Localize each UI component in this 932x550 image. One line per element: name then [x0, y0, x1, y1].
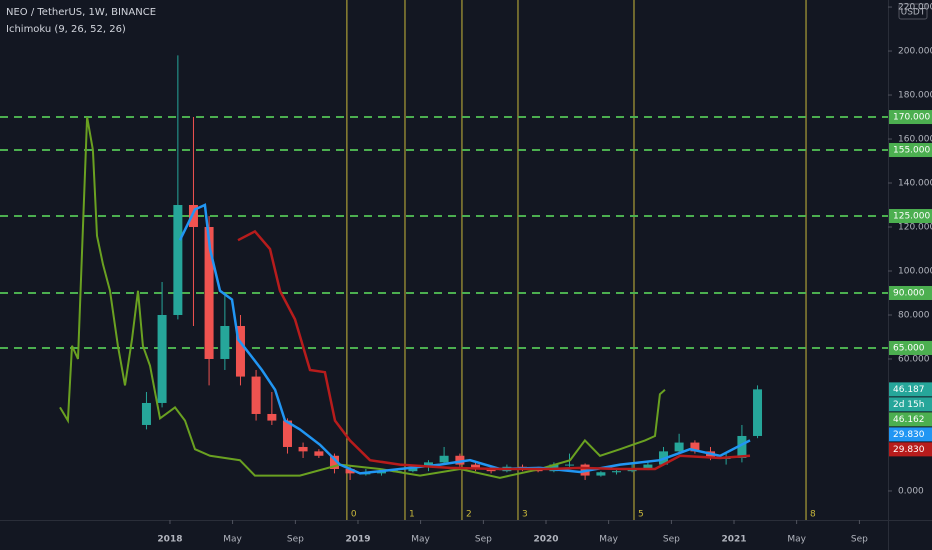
y-tick-label: 60.000	[898, 354, 930, 364]
candle-body	[486, 468, 496, 472]
level-label: 90.000	[893, 288, 925, 298]
level-label: 155.000	[893, 146, 930, 156]
x-tick-label: 2021	[721, 535, 746, 545]
indicator-line	[178, 203, 751, 475]
price-tag	[889, 382, 932, 397]
candle-body	[455, 455, 465, 465]
candle-body	[737, 435, 747, 458]
indicator-line	[237, 229, 751, 471]
x-tick-label: Sep	[287, 535, 304, 545]
chart-title: NEO / TetherUS, 1W, BINANCE	[6, 7, 156, 18]
candle-body	[643, 464, 653, 469]
price-tag-label: 29.830	[893, 430, 925, 440]
time-line-label: 1	[409, 510, 415, 520]
y-tick-label: 180.000	[898, 91, 932, 101]
level-tag	[889, 340, 932, 355]
x-tick-label: 2019	[345, 535, 370, 545]
y-tick-label: 0.000	[898, 486, 924, 496]
candle-body	[329, 455, 339, 469]
x-tick-label: May	[411, 535, 430, 545]
candle-body	[674, 442, 684, 452]
x-tick-label: Sep	[663, 535, 680, 545]
candle-body	[267, 413, 277, 421]
indicator-line	[59, 116, 666, 479]
candle-body	[423, 462, 433, 467]
x-tick-label: Sep	[851, 535, 868, 545]
candle-body	[173, 205, 183, 315]
indicator-label: Ichimoku (9, 26, 52, 26)	[6, 24, 126, 35]
x-tick-label: 2018	[157, 535, 182, 545]
candle-body	[235, 325, 245, 377]
y-tick-label: 200.000	[898, 47, 932, 57]
time-line-label: 5	[638, 510, 644, 520]
y-tick-label: 220.000	[898, 3, 932, 13]
level-tag	[889, 110, 932, 125]
x-tick-label: Sep	[475, 535, 492, 545]
price-tag	[889, 427, 932, 442]
candle-body	[204, 227, 214, 359]
candle-body	[282, 420, 292, 447]
plot-area: 0 1 2 3 5 8	[0, 0, 888, 520]
candle-body	[565, 464, 575, 466]
y-tick-label: 100.000	[898, 266, 932, 276]
price-tag	[889, 412, 932, 427]
x-tick-label: May	[223, 535, 242, 545]
time-line-label: 0	[351, 510, 357, 520]
currency[interactable]: USDT	[901, 8, 926, 18]
level-tag	[889, 285, 932, 300]
candle-body	[314, 451, 324, 456]
time-line-label: 8	[810, 510, 816, 520]
candle-body	[470, 464, 480, 469]
candle-body	[439, 455, 449, 463]
x-tick-label: May	[787, 535, 806, 545]
candle-body	[612, 471, 622, 473]
time-line-label: 2	[466, 510, 472, 520]
level-label: 125.000	[893, 212, 930, 222]
x-tick-label: 2020	[533, 535, 558, 545]
price-tag-label: 2d 15h	[893, 400, 924, 410]
candle-body	[753, 389, 763, 436]
price-tag-label: 46.187	[893, 385, 925, 395]
candle-body	[251, 376, 261, 414]
candle-body	[220, 325, 230, 359]
candle-body	[408, 466, 418, 472]
candle-body	[345, 468, 355, 474]
price-tag-label: 29.830	[893, 445, 925, 455]
currency-box[interactable]	[898, 3, 928, 20]
x-tick-label: May	[599, 535, 618, 545]
price-tag-label: 46.162	[893, 415, 925, 425]
price-tag	[889, 442, 932, 457]
y-tick-label: 80.000	[898, 310, 930, 320]
candle-body	[690, 442, 700, 452]
time-line-label: 3	[522, 510, 528, 520]
y-tick-label: 120.000	[898, 223, 932, 233]
level-tag	[889, 209, 932, 224]
candle-body	[188, 205, 198, 228]
y-tick-label: 140.000	[898, 179, 932, 189]
level-label: 170.000	[893, 113, 930, 123]
level-tag	[889, 143, 932, 158]
price-tag	[889, 397, 932, 412]
y-tick-label: 160.000	[898, 135, 932, 145]
candle-body	[596, 472, 606, 476]
candle-body	[157, 314, 167, 403]
candle-body	[141, 402, 151, 425]
level-label: 65.000	[893, 343, 925, 353]
candle-body	[298, 446, 308, 452]
